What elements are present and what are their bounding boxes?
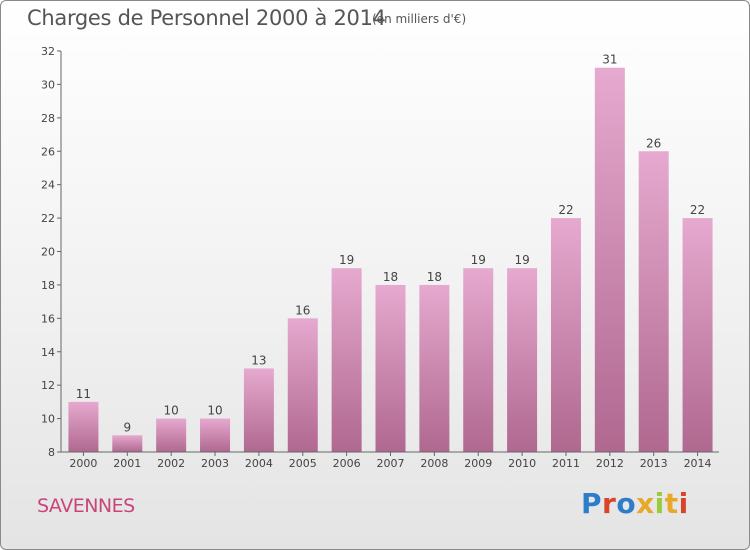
x-tick-label: 2002 (157, 457, 185, 470)
bar-value-label: 22 (558, 203, 573, 217)
y-tick-label: 10 (41, 413, 55, 426)
logo-letter: t (664, 487, 679, 520)
chart-title: Charges de Personnel 2000 à 2014 (27, 6, 386, 30)
y-tick-label: 30 (41, 78, 55, 91)
bar-2014 (682, 218, 713, 452)
y-tick-label: 24 (41, 179, 55, 192)
bar-2003 (200, 418, 231, 452)
bar-2009 (463, 268, 494, 452)
bar-value-label: 19 (471, 253, 486, 267)
x-tick-label: 2013 (640, 457, 668, 470)
bar-value-label: 19 (339, 253, 354, 267)
y-tick-label: 8 (48, 446, 55, 459)
bar-value-label: 22 (690, 203, 705, 217)
y-axis-ticks: 8 10 12 14 16 18 20 22 24 26 28 30 32 (41, 45, 61, 459)
bar-value-label: 11 (76, 387, 91, 401)
bar-value-label: 10 (164, 404, 179, 418)
bar-value-label: 19 (514, 253, 529, 267)
y-tick-label: 28 (41, 112, 55, 125)
bar-2004 (243, 368, 274, 452)
bar-value-label: 31 (602, 53, 617, 67)
x-tick-label: 2009 (464, 457, 492, 470)
x-tick-label: 2008 (420, 457, 448, 470)
y-tick-label: 20 (41, 246, 55, 259)
logo-letter: P (581, 487, 603, 520)
x-tick-label: 2006 (333, 457, 361, 470)
x-tick-label: 2001 (113, 457, 141, 470)
y-tick-label: 16 (41, 312, 55, 325)
x-tick-label: 2004 (245, 457, 273, 470)
bar-value-label: 26 (646, 136, 661, 150)
bar-2011 (550, 218, 581, 452)
bar-2002 (156, 418, 187, 452)
bar-value-label: 9 (123, 420, 131, 434)
x-tick-label: 2010 (508, 457, 536, 470)
logo-letter: i (654, 487, 665, 520)
y-tick-label: 26 (41, 145, 55, 158)
bar-value-label: 10 (207, 404, 222, 418)
logo-letter: x (636, 487, 655, 520)
bar-2012 (594, 67, 625, 452)
bar-2005 (287, 318, 318, 452)
bar-value-label: 13 (251, 353, 266, 367)
x-tick-label: 2000 (69, 457, 97, 470)
bar-value-label: 18 (383, 270, 398, 284)
bar-2001 (112, 435, 143, 452)
x-tick-label: 2012 (596, 457, 624, 470)
bar-value-label: 16 (295, 303, 310, 317)
bars: 11 9 10 10 13 16 19 18 18 19 19 22 31 26 22 (68, 53, 713, 452)
y-tick-label: 14 (41, 346, 55, 359)
bar-2007 (375, 284, 406, 452)
x-tick-label: 2014 (684, 457, 712, 470)
bar-2000 (68, 401, 99, 452)
y-tick-label: 22 (41, 212, 55, 225)
logo-letter: o (616, 487, 637, 520)
x-tick-label: 2003 (201, 457, 229, 470)
proxiti-logo[interactable]: Proxiti (581, 487, 689, 520)
y-tick-label: 18 (41, 279, 55, 292)
logo-letter: r (602, 487, 617, 520)
x-axis-ticks: 2000 2001 2002 2003 2004 2005 2006 2007 2008 2009… (69, 452, 712, 470)
y-tick-label: 12 (41, 379, 55, 392)
city-name: SAVENNES (37, 495, 135, 517)
bar-value-label: 18 (427, 270, 442, 284)
bar-2008 (419, 284, 450, 452)
chart-unit: (en milliers d'€) (372, 12, 467, 26)
y-tick-label: 32 (41, 45, 55, 58)
bar-2006 (331, 268, 362, 452)
logo-letter: i (678, 487, 689, 520)
bar-2010 (507, 268, 538, 452)
x-tick-label: 2011 (552, 457, 580, 470)
bar-2013 (638, 151, 669, 452)
x-tick-label: 2005 (289, 457, 317, 470)
x-tick-label: 2007 (377, 457, 405, 470)
